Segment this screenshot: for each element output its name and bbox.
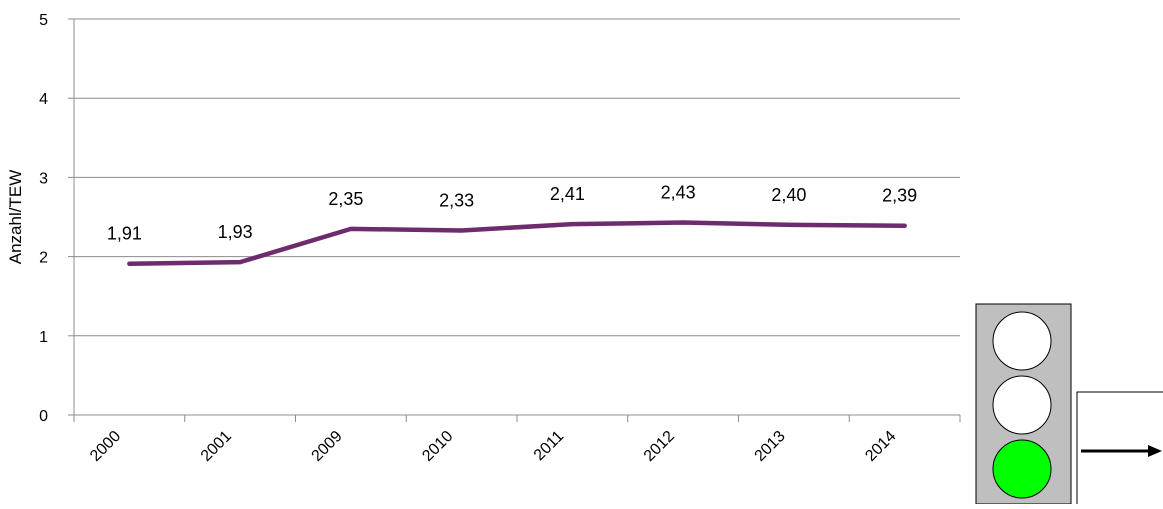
x-tick-label: 2013 xyxy=(752,428,789,465)
y-tick-label: 0 xyxy=(39,408,48,425)
data-point xyxy=(127,261,132,266)
y-tick-label: 2 xyxy=(39,250,48,267)
y-tick-label: 4 xyxy=(39,91,48,108)
x-tick-label: 2011 xyxy=(531,428,567,464)
traffic-light-bottom xyxy=(992,439,1052,499)
x-tick-label: 2010 xyxy=(419,428,456,465)
x-tick-label: 2001 xyxy=(198,428,235,465)
data-point xyxy=(902,223,907,228)
trend-arrowhead-icon xyxy=(1148,445,1162,457)
series-line xyxy=(127,220,907,266)
data-label: 2,33 xyxy=(439,190,474,210)
data-point xyxy=(791,222,796,227)
y-tick-label: 3 xyxy=(39,170,48,187)
data-point xyxy=(238,260,243,265)
data-label: 2,40 xyxy=(771,185,806,205)
y-tick-label: 5 xyxy=(39,12,48,29)
axes xyxy=(68,18,961,422)
x-tick-label: 2014 xyxy=(862,428,899,465)
y-tick-label: 1 xyxy=(39,329,48,346)
data-label: 2,43 xyxy=(661,183,696,203)
gridlines xyxy=(74,18,960,337)
series-layer xyxy=(127,220,907,266)
traffic-light xyxy=(975,303,1072,505)
trend-box xyxy=(1076,391,1163,509)
traffic-light-top xyxy=(992,311,1052,371)
data-point xyxy=(459,228,464,233)
data-label: 1,93 xyxy=(218,222,253,242)
traffic-light-middle xyxy=(992,375,1052,435)
data-label: 1,91 xyxy=(107,224,142,244)
data-label: 2,39 xyxy=(882,186,917,206)
data-label: 2,41 xyxy=(550,184,585,204)
x-tick-label: 2000 xyxy=(87,428,124,465)
x-tick-label: 2009 xyxy=(309,428,346,465)
y-tick-labels: 0 1 2 3 4 5 xyxy=(39,12,48,425)
data-point xyxy=(348,226,353,231)
x-tick-label: 2012 xyxy=(641,428,678,465)
data-label: 2,35 xyxy=(328,189,363,209)
data-labels: 1,91 1,93 2,35 2,33 2,41 2,43 2,40 2,39 xyxy=(107,183,917,244)
data-point xyxy=(681,220,686,225)
y-axis-title: Anzahl/TEW xyxy=(6,170,25,264)
data-point xyxy=(570,222,575,227)
x-tick-labels: 2000 2001 2009 2010 2011 2012 2013 2014 xyxy=(87,428,900,465)
